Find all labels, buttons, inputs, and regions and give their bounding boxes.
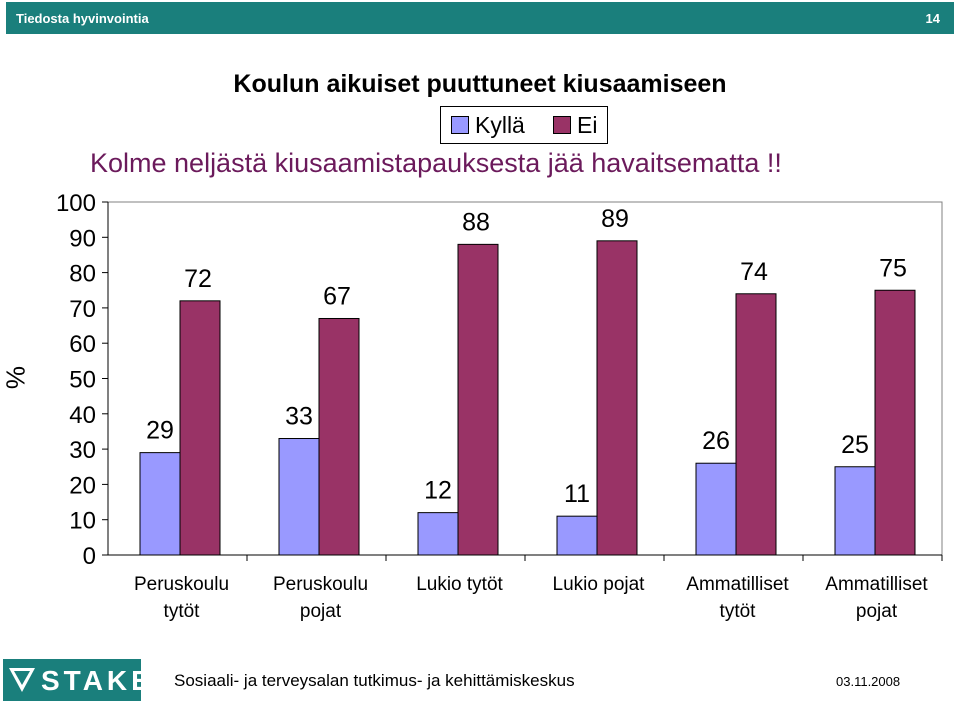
header-bar: Tiedosta hyvinvointia 14: [6, 2, 954, 34]
bar-kylla: [556, 515, 598, 556]
chart-legend: Kyllä Ei: [440, 106, 608, 144]
legend-swatch-kylla: [451, 116, 469, 134]
footer-date: 03.11.2008: [836, 674, 901, 689]
data-label: 11: [564, 480, 590, 508]
data-label: 25: [841, 431, 869, 459]
x-category-label: Lukio tytöt: [416, 574, 503, 595]
y-tick-label: 20: [69, 472, 96, 499]
y-tick-label: 30: [69, 437, 96, 464]
y-tick-label: 10: [69, 508, 96, 535]
bar-ei: [596, 240, 638, 556]
x-category-label: Peruskoulu: [134, 574, 229, 595]
y-tick-label: 50: [69, 367, 96, 394]
footer-institution: Sosiaali- ja terveysalan tutkimus- ja ke…: [174, 671, 575, 690]
data-label: 89: [601, 205, 629, 233]
page-number: 14: [925, 11, 940, 26]
legend-swatch-ei: [553, 116, 571, 134]
bar-ei: [318, 317, 360, 556]
y-tick-label: 0: [83, 543, 96, 570]
x-category-label: pojat: [300, 601, 342, 622]
x-category-label: Ammatilliset: [686, 574, 789, 595]
data-label: 88: [462, 208, 490, 236]
bar-kylla: [278, 438, 320, 556]
data-label: 74: [740, 258, 768, 286]
logo-wordmark: STAKES: [41, 665, 177, 696]
bar-kylla: [834, 466, 876, 556]
x-category-label: tytöt: [720, 601, 757, 622]
y-tick-label: 60: [69, 331, 96, 358]
data-label: 33: [285, 403, 313, 431]
y-tick-label: 100: [56, 190, 96, 217]
bar-ei: [457, 243, 499, 556]
x-category-label: Lukio pojat: [553, 574, 646, 595]
bar-kylla: [139, 452, 181, 556]
stakes-logo: STAKES: [3, 659, 173, 701]
y-tick-label: 80: [69, 261, 96, 288]
y-tick-label: 40: [69, 402, 96, 429]
chart-subtitle: Kolme neljästä kiusaamistapauksesta jää …: [90, 148, 782, 178]
bar-kylla: [695, 462, 737, 556]
bar-ei: [179, 300, 221, 556]
data-label: 26: [702, 427, 730, 455]
bar-chart: 0 10 20 30 40 50 60 70 80 90 100 29 72 Peruskoulu tytö…: [56, 190, 943, 622]
bar-ei: [874, 289, 916, 556]
x-category-label: Ammatilliset: [825, 574, 928, 595]
x-category-label: pojat: [856, 601, 898, 622]
x-category-label: Peruskoulu: [273, 574, 368, 595]
header-title: Tiedosta hyvinvointia: [16, 11, 149, 26]
y-tick-label: 70: [69, 296, 96, 323]
data-label: 29: [146, 417, 174, 445]
legend-label-ei: Ei: [577, 112, 598, 138]
bar-ei: [735, 293, 777, 556]
bar-kylla: [417, 512, 459, 556]
chart-title: Koulun aikuiset puuttuneet kiusaamiseen: [233, 70, 727, 98]
data-label: 72: [184, 265, 212, 293]
data-label: 12: [424, 477, 452, 505]
data-label: 75: [879, 254, 907, 282]
legend-label-kylla: Kyllä: [475, 112, 525, 138]
plot-area: [107, 201, 943, 556]
data-label: 67: [323, 282, 351, 310]
x-category-label: tytöt: [164, 601, 201, 622]
y-tick-label: 90: [69, 225, 96, 252]
